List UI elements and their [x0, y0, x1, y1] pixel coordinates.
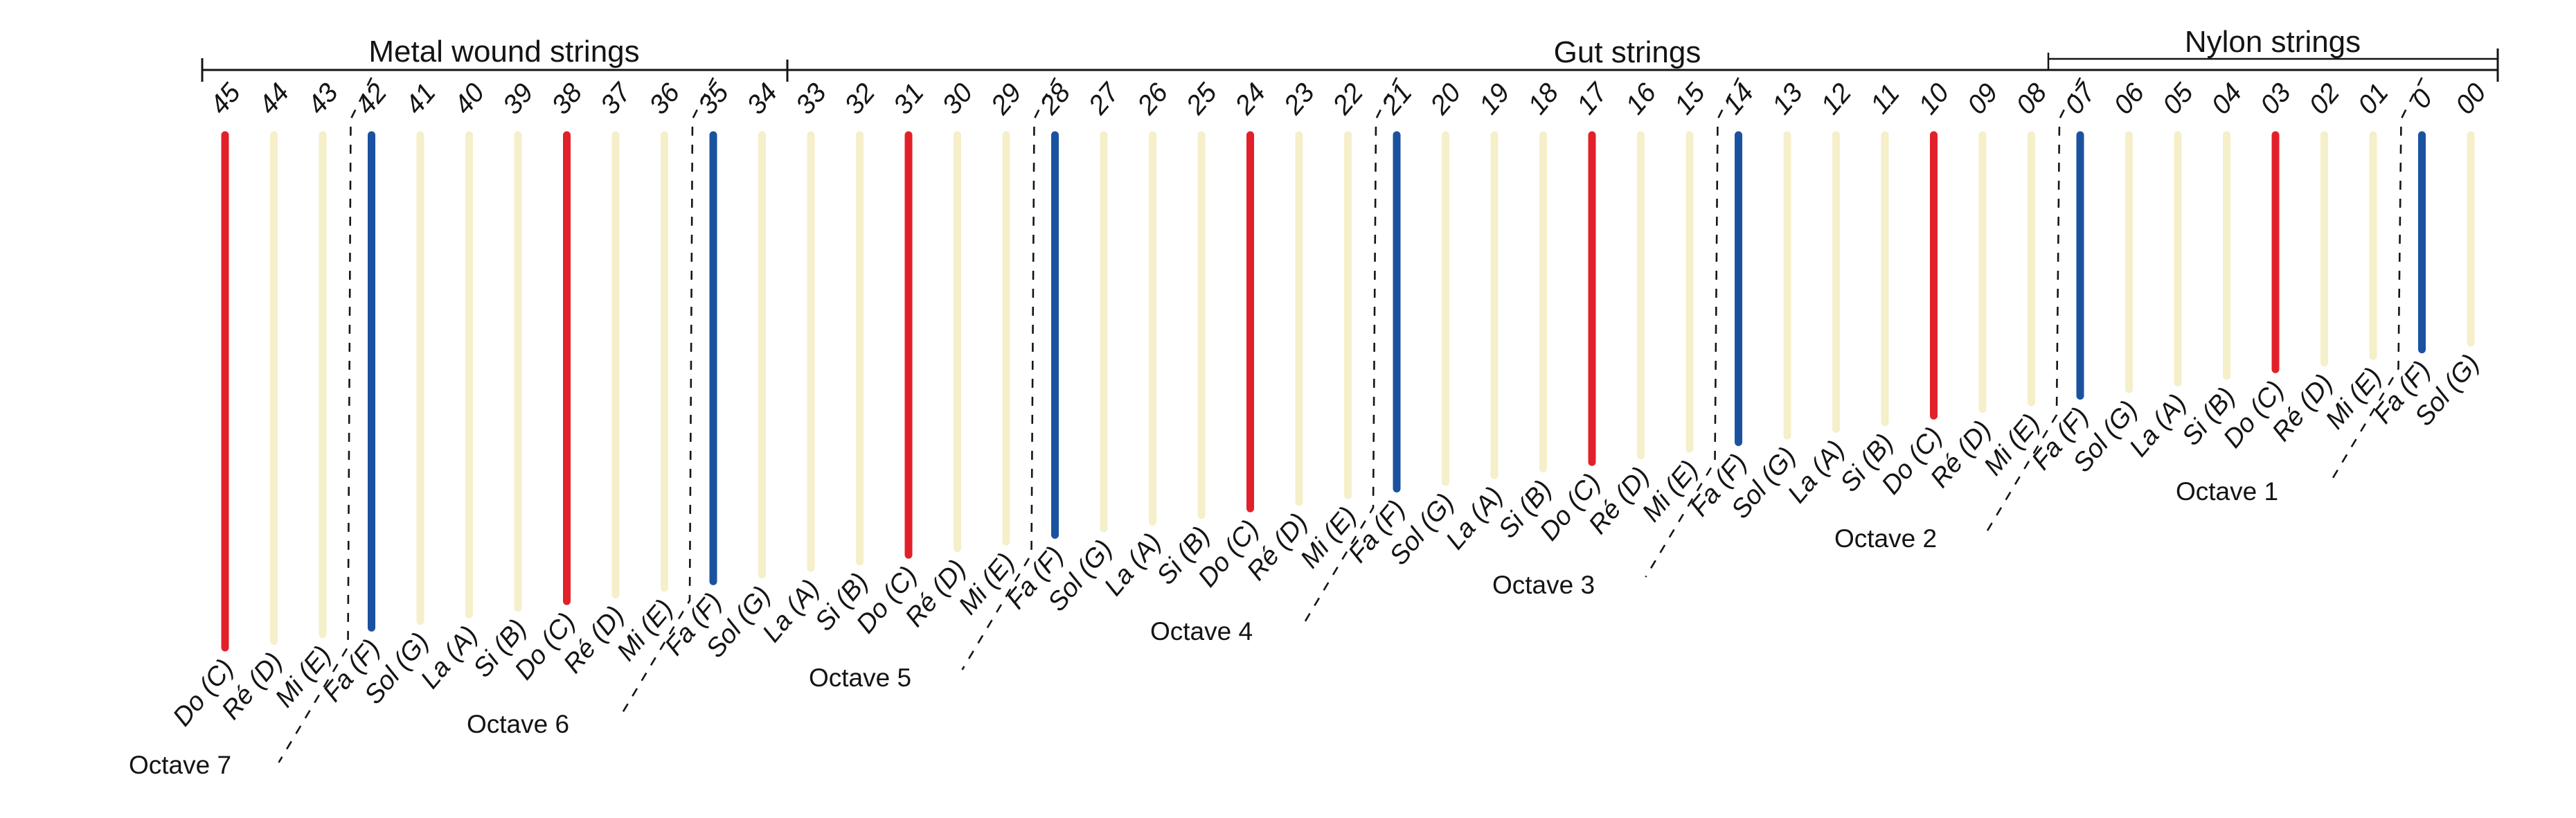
octave-divider — [2328, 77, 2423, 485]
string-number-06: 06 — [2109, 78, 2151, 120]
string-number-36: 36 — [644, 78, 686, 120]
string-number-12: 12 — [1816, 78, 1858, 120]
octave-5-label: Octave 5 — [809, 664, 911, 692]
octave-7-label: Octave 7 — [129, 751, 231, 779]
string-number-11: 11 — [1865, 79, 1906, 120]
string-number-labels: 45 44 43 42 41 40 39 38 37 36 35 34 33 32 31 30 29 28 27 26… — [204, 78, 2492, 121]
string-number-37: 37 — [595, 78, 638, 121]
octave-divider — [278, 77, 373, 763]
string-number-30: 30 — [937, 78, 979, 120]
string-number-32: 32 — [839, 78, 882, 120]
string-number-16: 16 — [1620, 78, 1663, 120]
string-number-19: 19 — [1474, 78, 1516, 121]
octave-divider — [961, 77, 1056, 670]
octave-2-label: Octave 2 — [1834, 524, 1937, 553]
octave-divider — [1986, 77, 2082, 531]
string-number-28: 28 — [1034, 78, 1077, 121]
string-number-05: 05 — [2157, 78, 2199, 120]
string-number-03: 03 — [2255, 78, 2297, 120]
string-number-17: 17 — [1571, 78, 1614, 121]
string-number-25: 25 — [1180, 78, 1223, 121]
string-number-44: 44 — [253, 78, 296, 121]
string-number-21: 21 — [1375, 78, 1417, 121]
string-number-26: 26 — [1132, 78, 1174, 121]
string-number-09: 09 — [1962, 78, 2004, 121]
metal-wound-strings-label: Metal wound strings — [368, 35, 639, 69]
string-number-35: 35 — [692, 78, 735, 120]
string-number-14: 14 — [1718, 78, 1760, 121]
string-number-31: 31 — [888, 78, 930, 121]
string-number-39: 39 — [497, 78, 539, 121]
strings — [221, 131, 2475, 652]
string-number-33: 33 — [790, 78, 832, 120]
string-type-brackets: Metal wound strings Gut strings Nylon st… — [201, 25, 2499, 82]
string-number-07: 07 — [2059, 78, 2102, 121]
string-number-34: 34 — [742, 78, 784, 121]
string-number-20: 20 — [1424, 78, 1467, 121]
string-number-0: 0 — [2406, 84, 2438, 114]
string-number-15: 15 — [1669, 78, 1711, 120]
octave-divider — [619, 77, 715, 717]
string-number-27: 27 — [1082, 78, 1125, 121]
string-number-02: 02 — [2304, 78, 2346, 120]
octave-divider — [1645, 77, 1739, 578]
string-number-40: 40 — [449, 78, 491, 120]
gut-strings-label: Gut strings — [1554, 35, 1701, 69]
octave-1-label: Octave 1 — [2176, 477, 2278, 506]
string-number-45: 45 — [204, 78, 247, 120]
octave-4-label: Octave 4 — [1150, 617, 1253, 646]
string-number-13: 13 — [1766, 78, 1809, 120]
string-number-41: 41 — [400, 78, 442, 121]
string-number-22: 22 — [1327, 78, 1370, 121]
string-number-10: 10 — [1913, 78, 1956, 120]
octave-6-label: Octave 6 — [467, 710, 569, 738]
string-number-04: 04 — [2206, 78, 2248, 121]
string-number-38: 38 — [546, 78, 589, 120]
string-number-29: 29 — [985, 78, 1027, 121]
string-number-01: 01 — [2352, 78, 2395, 121]
octave-divider — [1303, 77, 1398, 624]
string-number-18: 18 — [1523, 78, 1565, 120]
octave-labels: Octave 7 Octave 6 Octave 5 Octave 4 Octa… — [129, 477, 2278, 779]
string-number-43: 43 — [302, 78, 344, 120]
octave-dividers — [278, 77, 2423, 763]
string-number-24: 24 — [1229, 78, 1271, 121]
string-number-08: 08 — [2011, 78, 2053, 120]
string-number-23: 23 — [1278, 78, 1321, 121]
nylon-strings-label: Nylon strings — [2185, 25, 2361, 59]
octave-3-label: Octave 3 — [1492, 571, 1595, 599]
string-number-42: 42 — [351, 78, 393, 120]
string-number-00: 00 — [2450, 78, 2492, 120]
